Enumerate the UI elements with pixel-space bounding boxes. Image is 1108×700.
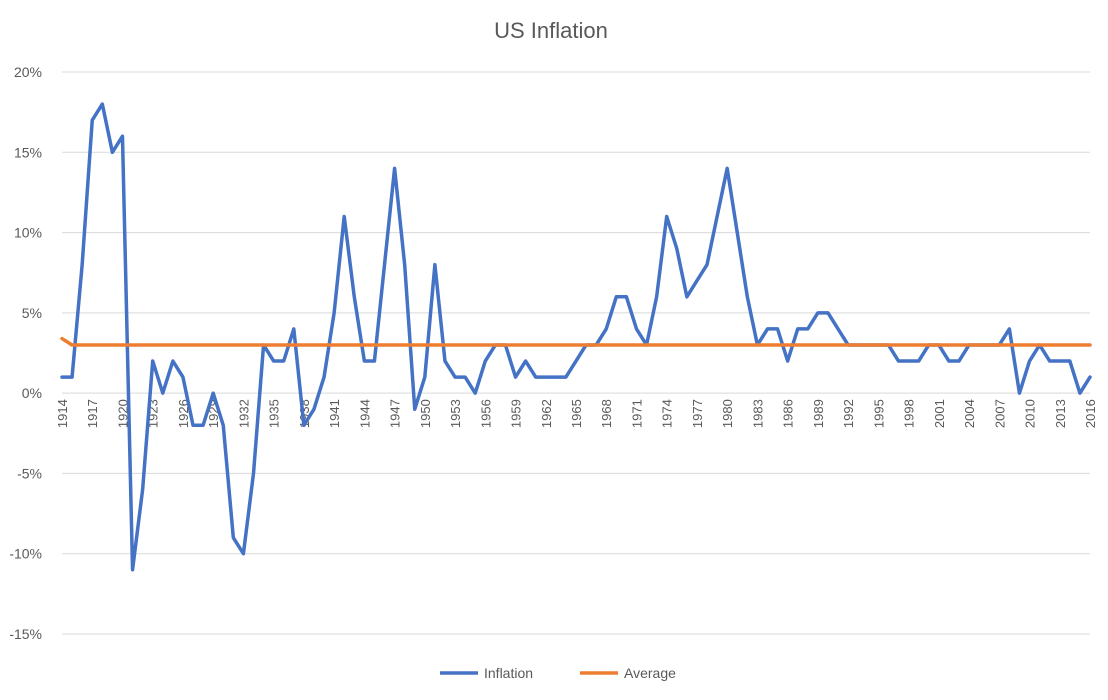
x-tick-label: 1914: [55, 399, 70, 428]
gridlines: [62, 71, 1090, 635]
x-tick-label: 1998: [902, 399, 917, 428]
x-tick-label: 1941: [327, 399, 342, 428]
y-tick-label: 0%: [22, 385, 42, 401]
series-lines: [60, 102, 1092, 572]
x-tick-label: 2013: [1053, 399, 1068, 428]
x-tick-label: 1935: [267, 399, 282, 428]
legend-label-average: Average: [624, 665, 676, 681]
x-tick-label: 1992: [841, 399, 856, 428]
x-tick-label: 1917: [85, 399, 100, 428]
x-tick-label: 1953: [448, 399, 463, 428]
y-tick-label: 5%: [22, 305, 42, 321]
x-tick-label: 1968: [599, 399, 614, 428]
x-tick-label: 1932: [236, 399, 251, 428]
x-tick-label: 1926: [176, 399, 191, 428]
x-tick-label: 1983: [750, 399, 765, 428]
x-tick-label: 2004: [962, 399, 977, 428]
series-line-inflation: [60, 102, 1092, 572]
series-line-average: [60, 336, 1092, 347]
x-tick-label: 2010: [1023, 399, 1038, 428]
chart-title: US Inflation: [494, 18, 608, 43]
x-tick-label: 1950: [418, 399, 433, 428]
x-tick-label: 1920: [115, 399, 130, 428]
y-tick-label: 10%: [14, 225, 42, 241]
x-tick-label: 1965: [569, 399, 584, 428]
x-tick-label: 1986: [781, 399, 796, 428]
x-tick-label: 1971: [629, 399, 644, 428]
legend-label-inflation: Inflation: [484, 665, 533, 681]
x-tick-label: 1944: [357, 399, 372, 428]
x-tick-label: 1977: [690, 399, 705, 428]
x-tick-label: 1989: [811, 399, 826, 428]
y-axis-tick-labels: 20% 15% 10% 5% 0% -5% -10% -15%: [9, 64, 42, 642]
y-tick-label: -15%: [9, 626, 42, 642]
y-tick-label: -5%: [17, 465, 42, 481]
x-tick-label: 1974: [660, 399, 675, 428]
x-tick-label: 2007: [992, 399, 1007, 428]
y-tick-label: 15%: [14, 144, 42, 160]
x-tick-label: 1959: [509, 399, 524, 428]
legend: Inflation Average: [440, 665, 676, 681]
x-tick-label: 2001: [932, 399, 947, 428]
x-tick-label: 1962: [539, 399, 554, 428]
y-tick-label: 20%: [14, 64, 42, 80]
x-tick-label: 1947: [388, 399, 403, 428]
x-tick-label: 2016: [1083, 399, 1098, 428]
x-tick-label: 1956: [478, 399, 493, 428]
x-tick-label: 1995: [871, 399, 886, 428]
x-tick-label: 1980: [720, 399, 735, 428]
y-tick-label: -10%: [9, 546, 42, 562]
